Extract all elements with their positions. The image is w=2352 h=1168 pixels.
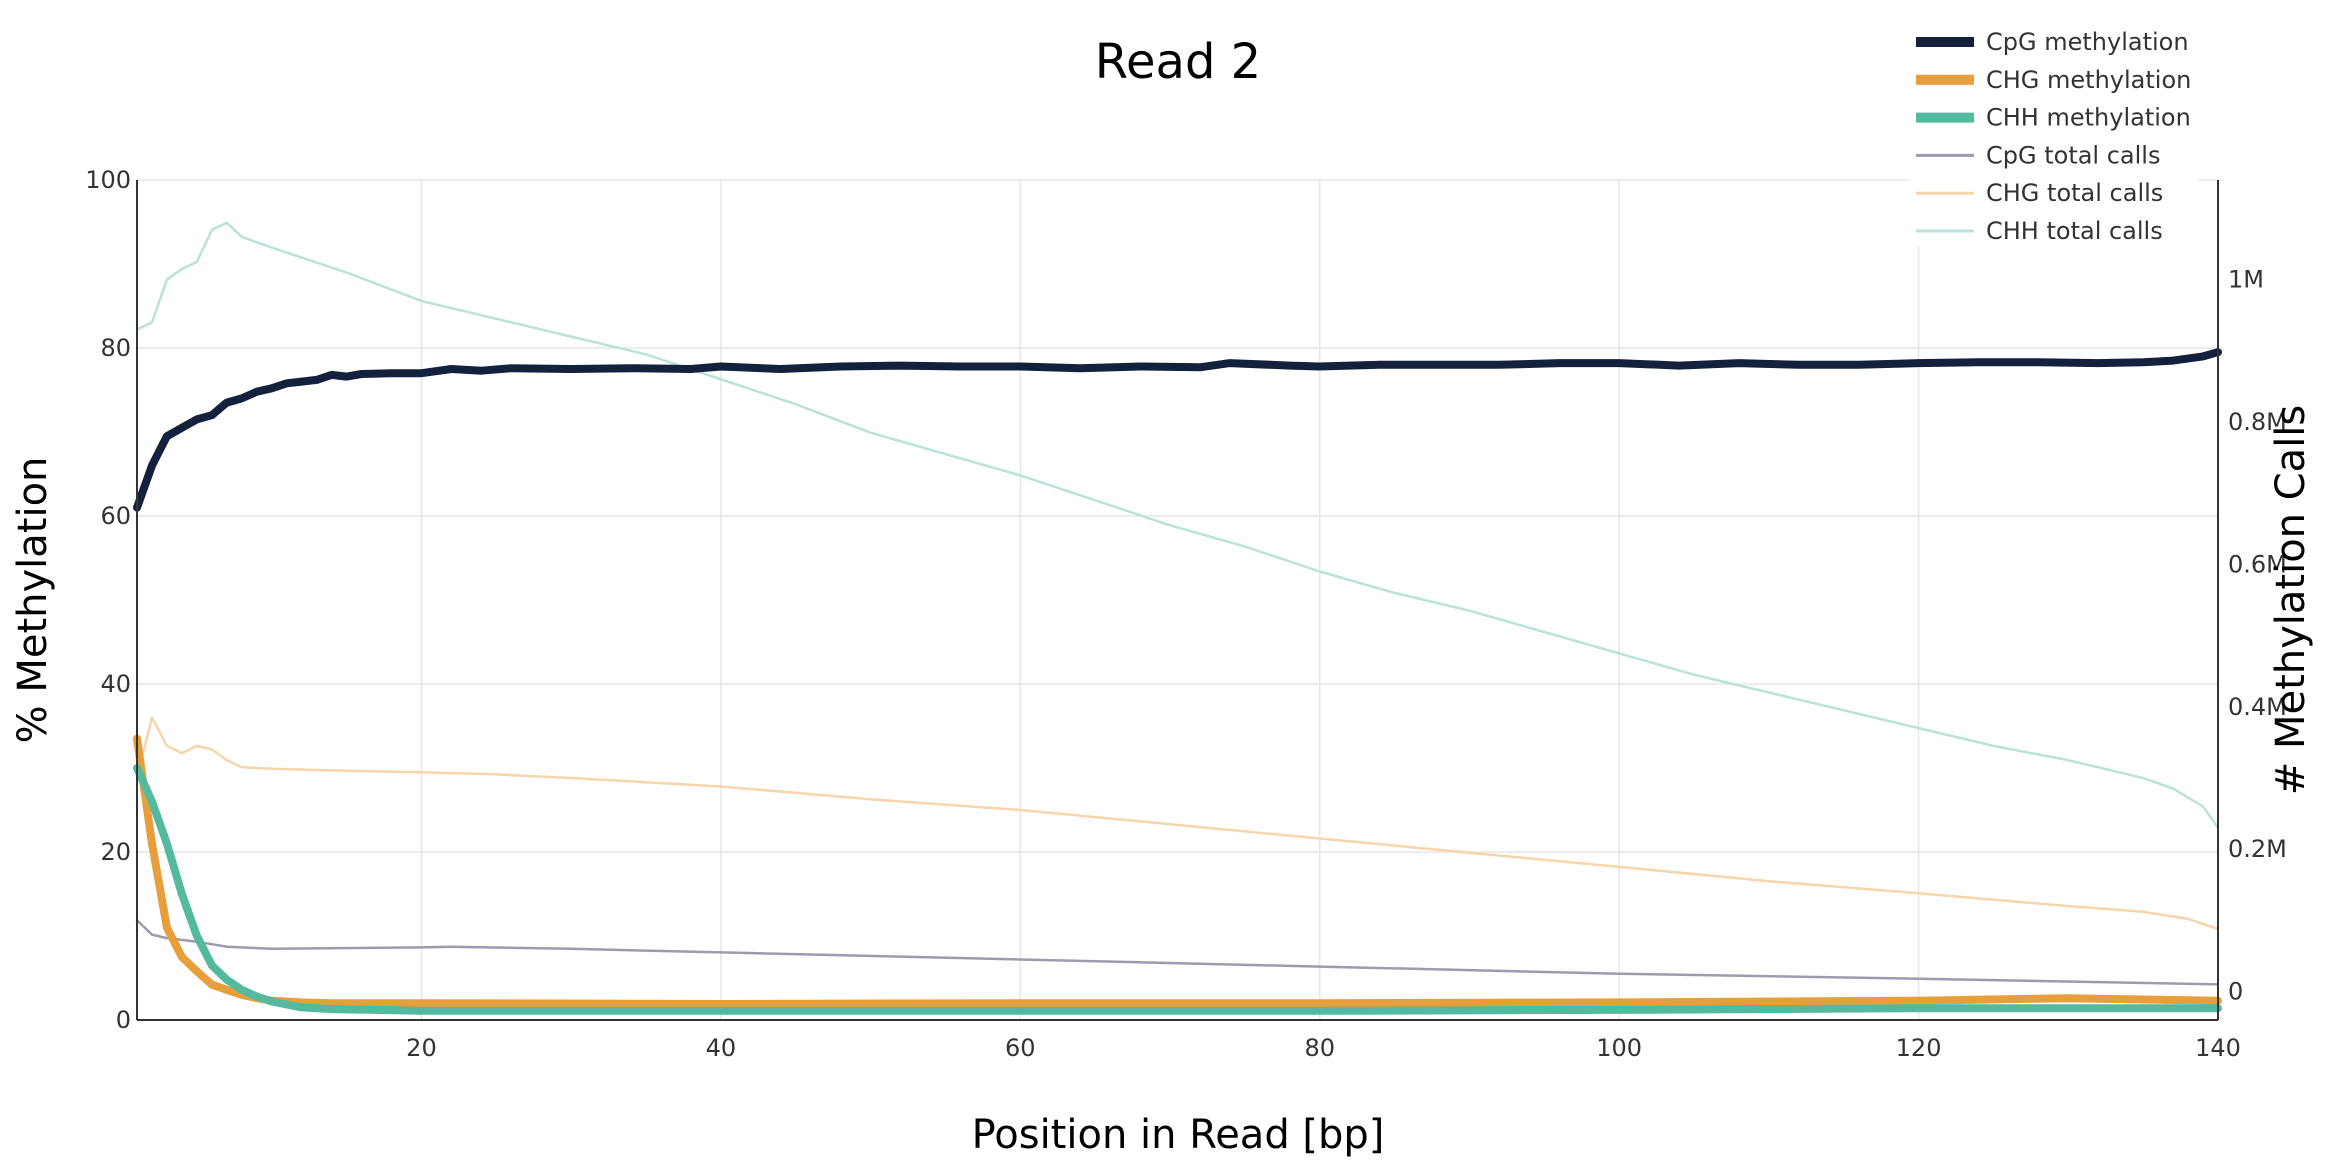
y-axis-title: % Methylation (10, 457, 56, 744)
x-tick-label: 80 (1304, 1034, 1335, 1062)
plot-area (133, 221, 2222, 1015)
legend-item: CHG methylation (1916, 66, 2191, 94)
y-tick-label: 100 (85, 166, 131, 194)
axes (136, 180, 2219, 1021)
y-tick-label: 20 (100, 838, 131, 866)
legend-label: CpG methylation (1986, 28, 2189, 56)
y2-tick-label: 0.4M (2228, 693, 2287, 721)
legend-item: CpG total calls (1916, 141, 2160, 169)
series-line-cpg-total-calls (135, 919, 2220, 986)
y2-tick-label: 0.6M (2228, 550, 2287, 578)
series-line-chh-methylation (133, 764, 2222, 1015)
legend-item: CHH total calls (1916, 217, 2163, 245)
series-line-chh-total-calls (135, 221, 2220, 830)
legend: CpG methylation CHG methylation CHH methyl… (1908, 14, 2198, 247)
legend-label: CpG total calls (1986, 141, 2160, 169)
legend-item: CHH methylation (1916, 104, 2191, 132)
legend-label: CHG total calls (1986, 179, 2163, 207)
y-tick-label: 80 (100, 334, 131, 362)
y-tick-label: 40 (100, 670, 131, 698)
legend-item: CHG total calls (1916, 179, 2163, 207)
x-tick-label: 40 (706, 1034, 737, 1062)
x-axis-title: Position in Read [bp] (972, 1112, 1385, 1158)
x-tick-label: 100 (1596, 1034, 1642, 1062)
x-tick-label: 140 (2195, 1034, 2241, 1062)
legend-item: CpG methylation (1916, 28, 2189, 56)
y2-axis-title: # Methylation Calls (2268, 405, 2314, 796)
x-tick-label: 20 (406, 1034, 437, 1062)
legend-label: CHG methylation (1986, 66, 2191, 94)
y2-tick-label: 0.2M (2228, 835, 2287, 863)
y-tick-label: 0 (116, 1006, 131, 1034)
chart-title: Read 2 (1095, 34, 1261, 90)
legend-label: CHH total calls (1986, 217, 2163, 245)
series-line-chg-total-calls (135, 716, 2220, 931)
y2-tick-label: 0 (2228, 978, 2243, 1006)
x-tick-label: 120 (1896, 1034, 1942, 1062)
x-tick-label: 60 (1005, 1034, 1036, 1062)
legend-label: CHH methylation (1986, 104, 2191, 132)
series-line-cpg-methylation (133, 348, 2222, 512)
y2-tick-label: 0.8M (2228, 408, 2287, 436)
grid (137, 179, 2218, 1020)
tick-labels: 0 20 40 60 80 100 20 40 60 80 100 120 140 0 0.2M 0.4M 0.… (85, 166, 2287, 1062)
legend-background (1908, 14, 2198, 247)
y-tick-label: 60 (100, 502, 131, 530)
y2-tick-label: 1M (2228, 266, 2264, 294)
